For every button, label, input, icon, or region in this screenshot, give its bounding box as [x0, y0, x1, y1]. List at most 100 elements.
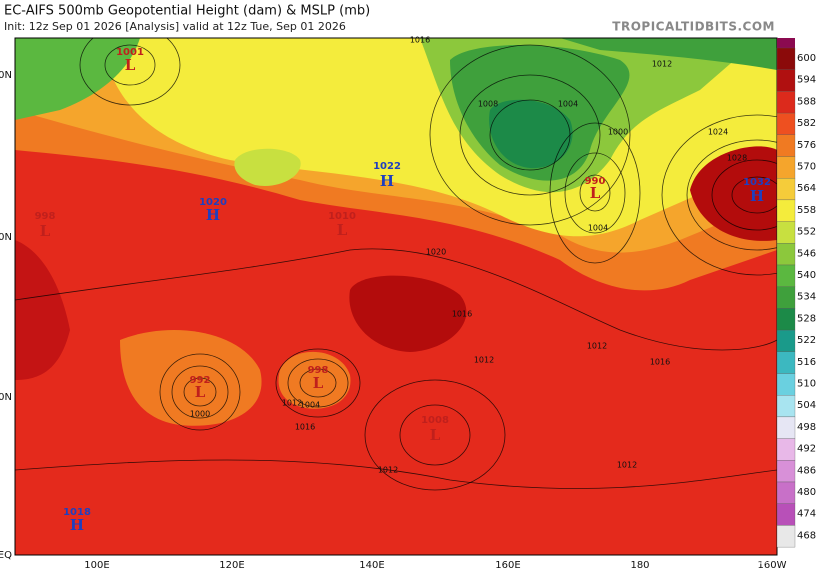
- lon-label: 180: [630, 560, 649, 571]
- lat-label: 20N: [0, 392, 12, 403]
- isobar-label: 1004: [300, 401, 320, 410]
- colorbar-top: [777, 38, 795, 48]
- lon-label: 100E: [84, 560, 109, 571]
- colorbar-swatch: [776, 264, 796, 287]
- colorbar-swatch: [776, 395, 796, 418]
- colorbar-label: 582: [797, 118, 816, 129]
- isobar-label: 1000: [608, 128, 628, 137]
- colorbar-label: 570: [797, 162, 816, 173]
- lat-label: 40N: [0, 232, 12, 243]
- colorbar-swatch: [776, 243, 796, 266]
- colorbar-swatch: [776, 373, 796, 396]
- colorbar-label: 534: [797, 292, 816, 303]
- pressure-value: 1001: [116, 47, 144, 58]
- colorbar-swatch: [776, 329, 796, 352]
- colorbar-label: 576: [797, 140, 816, 151]
- pressure-letter: L: [125, 56, 136, 74]
- colorbar-label: 468: [797, 530, 816, 541]
- colorbar-swatch: [776, 481, 796, 504]
- pressure-letter: L: [313, 374, 324, 392]
- colorbar-swatch: [776, 460, 796, 483]
- isobar-label: 1024: [708, 128, 728, 137]
- pressure-value: 1032: [743, 177, 771, 188]
- pressure-letter: L: [337, 221, 348, 239]
- colorbar-swatch: [776, 178, 796, 201]
- colorbar-label: 558: [797, 205, 816, 216]
- colorbar-swatch: [776, 134, 796, 157]
- colorbar-swatch: [776, 91, 796, 114]
- isobar-label: 1016: [295, 423, 315, 432]
- colorbar-swatch: [776, 503, 796, 526]
- lon-label: 160E: [495, 560, 520, 571]
- isobar-label: 1000: [190, 410, 210, 419]
- pressure-value: 990: [585, 176, 606, 187]
- pressure-letter: H: [70, 516, 84, 534]
- pressure-value: 998: [35, 211, 56, 222]
- overlay: 60N 40N 20N EQ 100E 120E 140E 160E 180 160W 600 594…: [0, 36, 816, 572]
- colorbar-swatch: [776, 525, 796, 548]
- field-green: [489, 99, 573, 169]
- isobar-label: 1028: [727, 154, 747, 163]
- lon-label: 140E: [359, 560, 384, 571]
- lat-label: EQ: [0, 550, 12, 561]
- isobar-label: 1016: [410, 36, 430, 45]
- isobar-label: 1008: [478, 100, 498, 109]
- pressure-letter: L: [590, 184, 601, 202]
- colorbar-swatch: [776, 221, 796, 244]
- colorbar-swatch: [776, 199, 796, 222]
- pressure-letter: L: [195, 383, 206, 401]
- colorbar-label: 528: [797, 313, 816, 324]
- watermark: MangMua.VN: [706, 556, 772, 567]
- colorbar-label: 564: [797, 183, 816, 194]
- isobar-label: 1012: [378, 466, 398, 475]
- source-credit: TROPICALTIDBITS.COM: [612, 20, 775, 34]
- isobar-label: 1012: [474, 356, 494, 365]
- colorbar-swatch: [776, 47, 796, 70]
- field-dark-red: [349, 275, 467, 352]
- pressure-letter: H: [380, 172, 394, 190]
- map-title: EC-AIFS 500mb Geopotential Height (dam) …: [4, 4, 370, 19]
- pressure-letter: L: [430, 426, 441, 444]
- pressure-letter: H: [206, 206, 220, 224]
- lat-label: 60N: [0, 70, 12, 81]
- colorbar-label: 600: [797, 53, 816, 64]
- colorbar-label: 486: [797, 465, 816, 476]
- isobar-label: 1012: [617, 461, 637, 470]
- pressure-value: 992: [190, 375, 211, 386]
- colorbar-label: 552: [797, 227, 816, 238]
- colorbar-label: 492: [797, 444, 816, 455]
- colorbar-label: 540: [797, 270, 816, 281]
- colorbar-swatch: [776, 438, 796, 461]
- pressure-letter: L: [40, 222, 51, 240]
- field-green: [234, 148, 301, 186]
- contours: [15, 38, 777, 491]
- colorbar-label: 594: [797, 75, 816, 86]
- colorbar-swatch: [776, 308, 796, 331]
- pressure-value: 998: [308, 365, 329, 376]
- isobar-label: 1004: [588, 224, 608, 233]
- colorbar-swatch: [776, 112, 796, 135]
- field-green: [560, 38, 777, 70]
- field-dark-red: [15, 240, 70, 380]
- isobar-label: 1016: [452, 310, 472, 319]
- colorbar-label: 498: [797, 422, 816, 433]
- map-subtitle: Init: 12z Sep 01 2026 [Analysis] valid a…: [4, 20, 346, 33]
- pressure-value: 1008: [421, 415, 449, 426]
- colorbar-label: 516: [797, 357, 816, 368]
- lon-label: 160W: [758, 560, 787, 571]
- colorbar-swatch: [776, 69, 796, 92]
- pressure-value: 1020: [199, 197, 227, 208]
- isobar-label: 1016: [650, 358, 670, 367]
- colorbar-label: 504: [797, 400, 816, 411]
- field-layer: [15, 38, 777, 555]
- isobar-label: 1012: [587, 342, 607, 351]
- isobar-label: 1012: [652, 60, 672, 69]
- pressure-value: 1018: [63, 507, 91, 518]
- colorbar-label: 546: [797, 248, 816, 259]
- colorbar-swatch: [776, 286, 796, 309]
- field-dark-red: [690, 146, 777, 241]
- isobar-label: 1012: [282, 399, 302, 408]
- colorbar-swatch: [776, 351, 796, 374]
- lon-label: 120E: [219, 560, 244, 571]
